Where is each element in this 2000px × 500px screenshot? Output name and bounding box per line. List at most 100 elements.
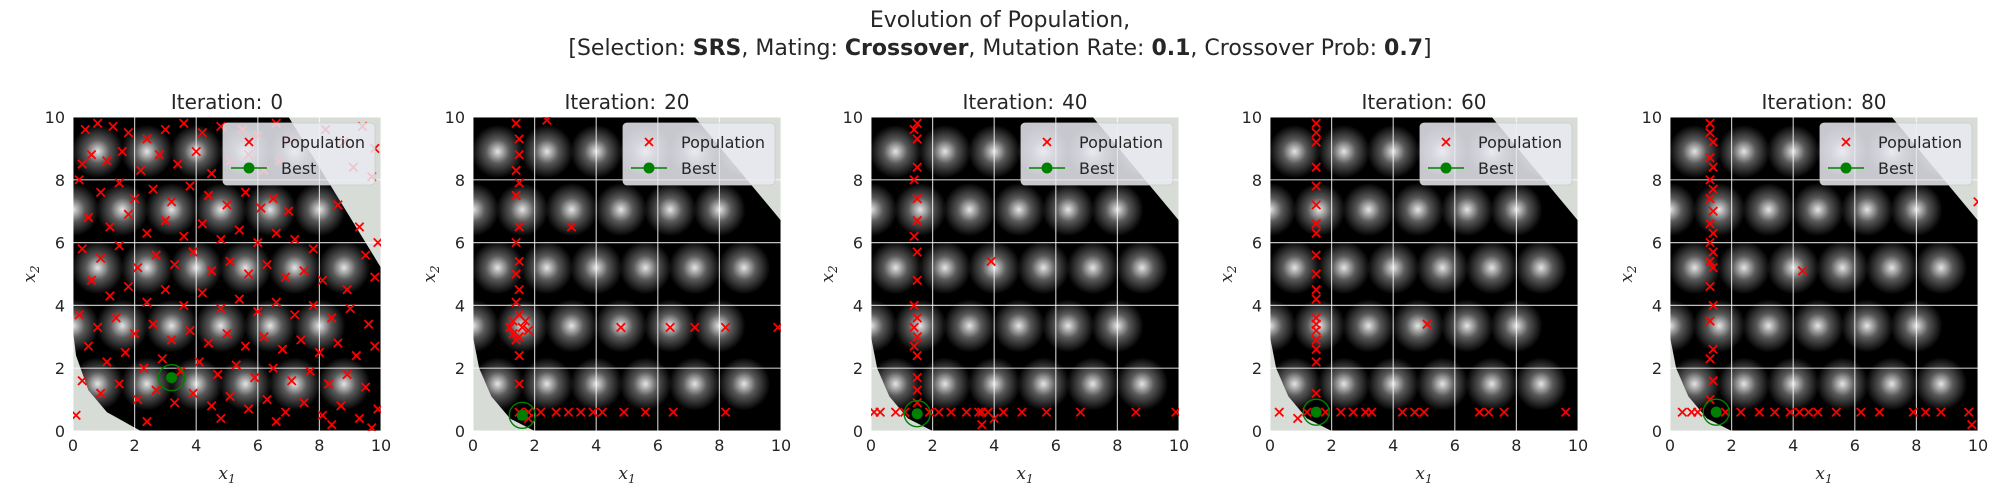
population-point <box>514 379 525 389</box>
x-axis-label-main: x <box>1815 464 1825 484</box>
landscape-peak <box>1914 357 1968 411</box>
suptitle-line-2: [Selection: SRS, Mating: Crossover, Muta… <box>568 36 1431 61</box>
population-point <box>912 118 923 129</box>
population-point <box>105 291 115 301</box>
population-point <box>317 275 328 286</box>
population-point <box>203 338 214 348</box>
landscape-peak <box>1293 182 1346 237</box>
population-point <box>1705 237 1715 248</box>
population-point <box>283 206 294 217</box>
population-point <box>1754 407 1765 417</box>
landscape-peak <box>717 357 771 411</box>
x-axis-label-sub: 1 <box>1425 472 1433 486</box>
landscape-peak <box>473 241 524 295</box>
y-tick-label: 0 <box>1252 422 1262 441</box>
legend-best-marker <box>1440 162 1452 174</box>
landscape-peak <box>1342 299 1395 353</box>
population-point <box>517 322 528 333</box>
population-point <box>1769 407 1780 417</box>
population-point <box>511 335 521 345</box>
landscape-peak <box>1270 182 1297 237</box>
population-point <box>597 407 608 417</box>
population-point <box>1131 407 1141 417</box>
population-point <box>1677 407 1688 417</box>
population-point <box>1311 118 1322 129</box>
population-point <box>1311 127 1322 138</box>
landscape-peak <box>1317 357 1371 411</box>
landscape-peak <box>1317 241 1371 295</box>
population-point <box>299 266 309 276</box>
population-point <box>185 325 195 336</box>
population-point <box>102 156 112 166</box>
x-tick-label: 2 <box>1327 436 1337 455</box>
landscape-peak <box>317 241 371 295</box>
population-point <box>1311 181 1322 191</box>
population-point <box>998 407 1009 417</box>
population-point <box>909 174 919 185</box>
population-point <box>1736 407 1746 417</box>
population-point <box>185 181 195 191</box>
population-point <box>108 121 118 132</box>
suptitle-part: , Crossover Prob: <box>1190 36 1384 61</box>
population-point <box>142 297 152 308</box>
population-point <box>1311 344 1322 355</box>
x-tick-label: 6 <box>253 436 263 455</box>
landscape-peak <box>1670 182 1697 237</box>
landscape-peak <box>918 357 972 411</box>
population-point <box>566 222 577 232</box>
population-series <box>1274 118 1571 424</box>
landscape-peak <box>1914 241 1968 295</box>
population-point <box>1963 407 1974 417</box>
population-point <box>197 288 208 298</box>
y-axis-label: x2 <box>818 265 840 282</box>
landscape-peak <box>73 241 124 295</box>
landscape-peak <box>643 182 697 237</box>
best-ring <box>508 401 536 429</box>
landscape-peak <box>1816 241 1869 295</box>
panel-title-label: Iteration: <box>1761 90 1853 114</box>
population-point <box>933 407 944 417</box>
y-axis-label-sub: 2 <box>826 265 840 274</box>
y-tick-label: 10 <box>45 108 65 127</box>
landscape-peak <box>894 299 947 353</box>
population-point <box>336 401 346 411</box>
population-point <box>912 350 923 361</box>
population-point <box>1708 137 1718 147</box>
population-point <box>1311 388 1322 399</box>
y-tick-label: 10 <box>1642 108 1662 127</box>
population-point <box>1366 407 1377 417</box>
landscape-peak <box>1717 241 1771 295</box>
population-point <box>206 401 217 411</box>
population-point <box>1336 407 1346 417</box>
population-point <box>909 124 919 135</box>
population-point <box>1397 407 1408 417</box>
y-axis-label: x2 <box>1617 265 1639 282</box>
y-tick-label: 10 <box>1242 108 1262 127</box>
population-point <box>259 331 269 342</box>
y-tick-label: 0 <box>455 422 465 441</box>
population-point <box>1560 407 1571 417</box>
landscape-peak <box>120 241 174 295</box>
population-point <box>299 397 309 408</box>
population-point <box>289 309 300 320</box>
population-point <box>1499 407 1509 417</box>
x-tick-label: 8 <box>1911 436 1921 455</box>
population-point <box>74 309 84 320</box>
population-point <box>1705 281 1715 292</box>
legend-population-label: Population <box>1079 133 1163 152</box>
legend: Population Best <box>1020 122 1174 186</box>
x-tick-label: 0 <box>468 436 478 455</box>
legend-best-label: Best <box>1878 159 1913 178</box>
x-tick-label: 8 <box>714 436 724 455</box>
population-point <box>286 375 297 386</box>
population-point <box>360 250 371 260</box>
y-tick-label: 8 <box>455 171 465 190</box>
panel-title-iteration: 20 <box>664 90 689 114</box>
population-point <box>511 269 521 279</box>
population-point <box>520 316 531 326</box>
population-point <box>179 118 189 129</box>
population-point <box>326 313 337 323</box>
y-axis-label-main: x <box>1617 273 1637 283</box>
population-point <box>188 388 198 399</box>
population-point <box>169 259 180 270</box>
